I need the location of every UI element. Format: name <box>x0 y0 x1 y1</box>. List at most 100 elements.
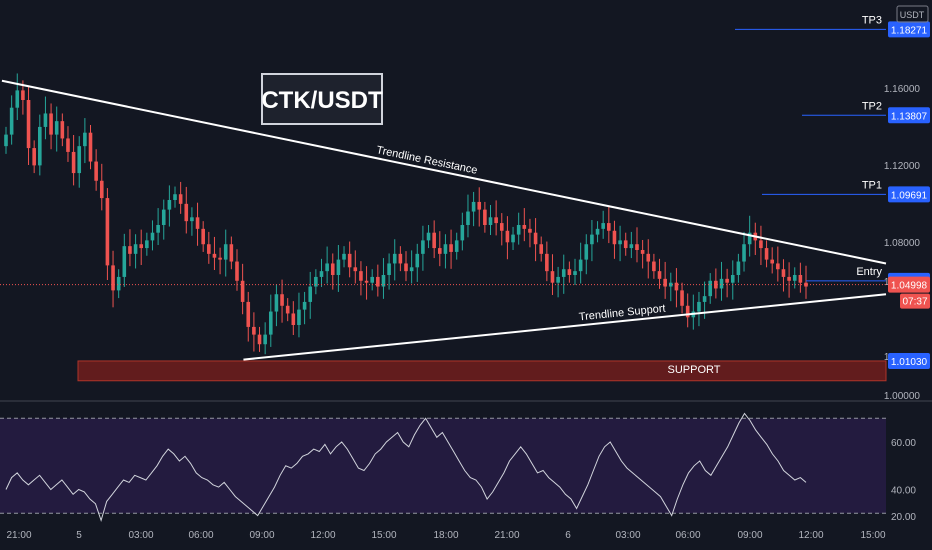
candle-body <box>111 265 115 291</box>
candle-body <box>460 225 465 241</box>
time-tick-label: 12:00 <box>798 530 823 541</box>
candle-body <box>618 240 622 245</box>
candle-body <box>449 244 453 252</box>
candle-body <box>370 276 374 283</box>
candle-body <box>652 261 656 272</box>
time-tick-label: 21:00 <box>6 530 31 541</box>
candle-body <box>714 280 718 289</box>
candle-body <box>9 107 14 135</box>
current-price-value: 1.04998 <box>891 281 928 292</box>
candle-body <box>494 217 498 224</box>
candle-body <box>505 230 510 243</box>
candle-body <box>466 211 470 225</box>
price-level-value: 1.13807 <box>891 111 928 122</box>
symbol-title: CTK/USDT <box>261 87 383 114</box>
candle-body <box>319 271 324 277</box>
time-tick-label: 06:00 <box>675 530 700 541</box>
candle-body <box>252 326 256 335</box>
candle-body <box>674 282 679 291</box>
candle-body <box>359 271 363 281</box>
time-tick-label: 6 <box>565 530 571 541</box>
time-tick-label: 15:00 <box>371 530 396 541</box>
countdown-tag <box>900 293 930 309</box>
candle-body <box>471 201 476 212</box>
candle-body <box>697 301 701 312</box>
candle-body <box>533 232 538 245</box>
time-tick-label: 09:00 <box>249 530 274 541</box>
time-tick-label: 03:00 <box>615 530 640 541</box>
candle-body <box>663 278 667 287</box>
candle-body <box>381 275 386 287</box>
candle-body <box>212 253 217 258</box>
candle-body <box>488 217 493 225</box>
candle-body <box>736 261 741 275</box>
candle-body <box>612 230 617 245</box>
trendline <box>243 293 887 361</box>
candle-body <box>539 244 544 254</box>
candle-body <box>511 234 515 243</box>
candle-body <box>398 253 403 264</box>
price-level-value: 1.09691 <box>891 190 928 201</box>
candle-body <box>759 240 763 249</box>
candle-body <box>623 240 628 249</box>
candle-body <box>156 225 160 233</box>
current-price-tag <box>888 276 930 293</box>
candle-body <box>128 246 132 254</box>
candle-body <box>404 263 408 272</box>
candle-body <box>426 232 431 241</box>
candle-body <box>71 151 76 174</box>
candle-body <box>43 113 48 127</box>
candle-body <box>347 253 352 268</box>
candle-body <box>787 276 791 281</box>
candle-body <box>364 280 369 283</box>
candle-body <box>218 257 222 260</box>
candle-body <box>161 209 166 225</box>
candle-body <box>781 269 786 277</box>
candle-body <box>409 267 414 272</box>
candle-body <box>49 113 53 135</box>
rsi-tick-label: 40.00 <box>891 486 916 497</box>
time-tick-label: 09:00 <box>737 530 762 541</box>
candle-body <box>285 305 290 314</box>
candle-body <box>133 244 138 254</box>
price-tick-label: 1.12000 <box>884 161 921 172</box>
candle-body <box>376 276 380 287</box>
candle-body <box>640 250 645 254</box>
candle-body <box>116 276 121 291</box>
price-level-label: Entry <box>856 266 882 278</box>
candle-body <box>477 201 482 210</box>
candle-body <box>54 121 59 135</box>
candle-body <box>145 240 149 249</box>
rsi-line <box>5 412 807 523</box>
candle-body <box>770 259 774 264</box>
candle-body <box>573 271 577 275</box>
candle-body <box>556 276 560 283</box>
candle-body <box>438 248 442 254</box>
candle-body <box>325 263 329 272</box>
price-level-tag <box>888 107 930 124</box>
candle-body <box>730 275 735 283</box>
candle-body <box>207 244 211 254</box>
candle-body <box>590 234 594 245</box>
candle-body <box>764 248 769 260</box>
candle-body <box>499 223 504 231</box>
price-level-tag <box>888 21 930 38</box>
price-tick-label: 1.16000 <box>884 84 921 95</box>
candle-body <box>584 244 589 260</box>
price-level-label: TP2 <box>862 100 882 112</box>
candle-body <box>314 276 318 287</box>
candle-body <box>561 269 566 277</box>
time-tick-label: 18:00 <box>433 530 458 541</box>
candle-body <box>550 271 555 283</box>
candle-body <box>139 244 144 249</box>
candle-body <box>742 244 746 262</box>
candle-body <box>190 217 194 222</box>
candle-body <box>629 244 634 249</box>
candle-body <box>702 296 707 302</box>
currency-badge[interactable] <box>896 5 929 23</box>
candle-body <box>15 90 20 108</box>
candle-body <box>595 228 600 235</box>
candle-body <box>246 301 251 327</box>
candle-body <box>680 290 684 306</box>
